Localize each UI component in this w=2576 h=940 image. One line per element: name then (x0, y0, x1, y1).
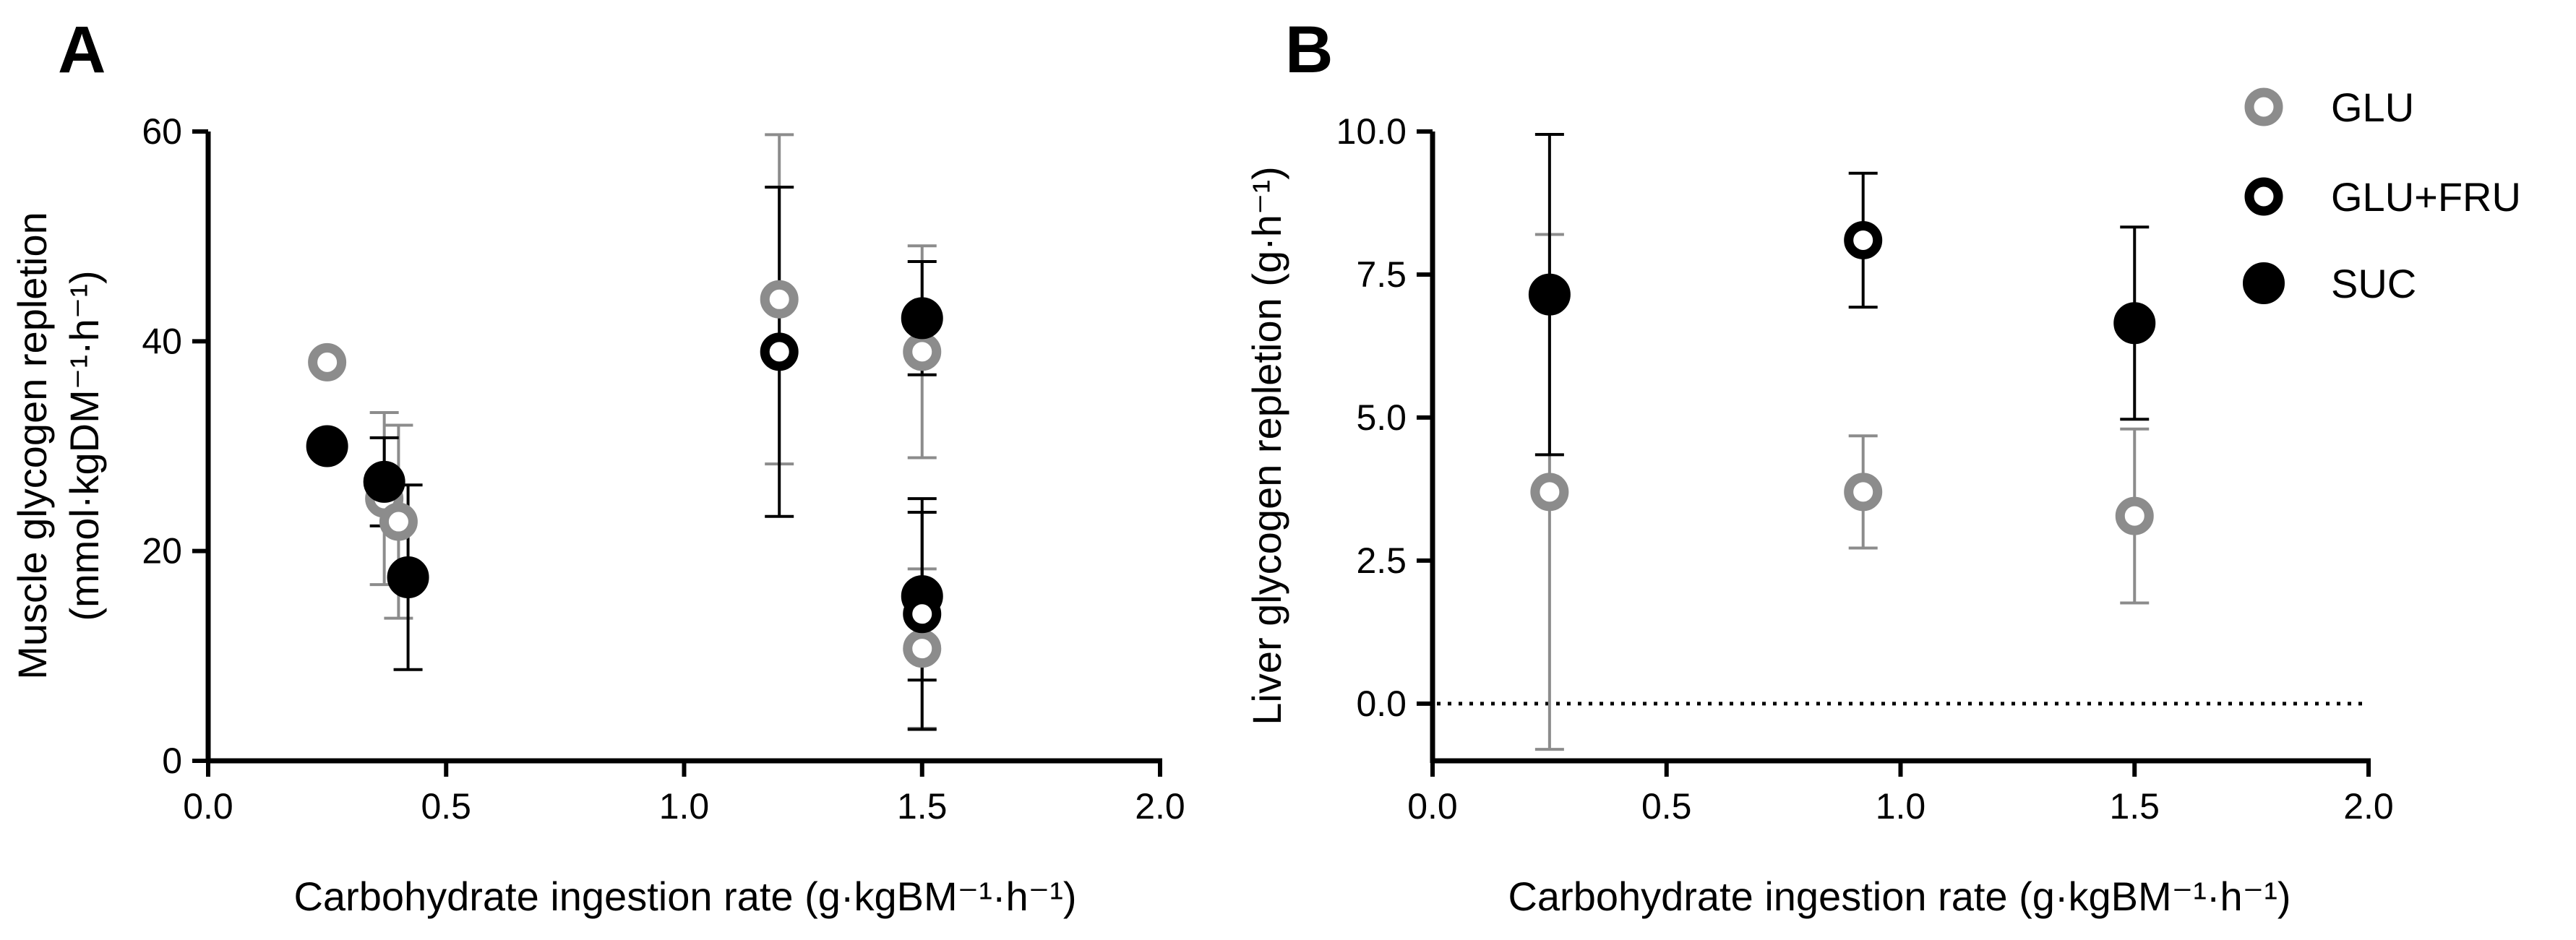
panel-a-point-suc (901, 297, 943, 340)
legend-label-suc: SUC (2331, 261, 2416, 306)
panel-a-point-suc (306, 425, 348, 467)
panel-a-point-glu-fru (903, 595, 942, 634)
panel-a: A 0.0 0.5 1.0 1.5 2.0 0 20 40 60 Carbohydrate in… (9, 13, 1185, 919)
panel-b-axes (1430, 131, 2371, 764)
panel-a-x-tick-label: 1.0 (659, 786, 710, 827)
panel-a-point-suc (363, 460, 405, 503)
panel-a-y-axis-title-line2: (mmol·kgDM⁻¹·h⁻¹) (61, 270, 107, 621)
panel-b-point-glu-fru (1844, 220, 1883, 259)
panel-a-ticks: 0.0 0.5 1.0 1.5 2.0 0 20 40 60 (142, 111, 1185, 827)
panel-b-x-tick-label: 2.0 (2343, 786, 2394, 827)
panel-b-x-axis-title: Carbohydrate ingestion rate (g·kgBM⁻¹·h⁻… (1508, 874, 2291, 919)
panel-a-axes (205, 131, 1162, 764)
panel-b-error-bars (1534, 132, 2150, 751)
panel-b-point-glu (1844, 473, 1883, 512)
legend-marker-suc (2243, 262, 2285, 304)
panel-b-x-tick-label: 1.0 (1876, 786, 1926, 827)
panel-b-y-tick-label: 10.0 (1336, 111, 1407, 152)
panel-a-x-tick-label: 2.0 (1135, 786, 1185, 827)
panel-a-x-tick-label: 0.5 (421, 786, 471, 827)
legend-marker-glu (2244, 87, 2283, 126)
panel-a-x-tick-label: 1.5 (897, 786, 948, 827)
panel-a-error-bars (369, 133, 937, 731)
panel-b-x-tick-label: 1.5 (2109, 786, 2160, 827)
panel-a-y-tick-label: 40 (142, 321, 182, 361)
legend-label-glu: GLU (2331, 85, 2414, 130)
panel-a-x-tick-label: 0.0 (183, 786, 233, 827)
panel-b-y-tick-label: 0.0 (1356, 684, 1407, 724)
panel-a-y-tick-label: 20 (142, 531, 182, 572)
panel-a-point-glu (903, 332, 942, 371)
panel-b-y-tick-label: 2.5 (1356, 540, 1407, 581)
panel-b-points (1528, 220, 2156, 535)
panel-a-point-glu (308, 342, 347, 381)
legend: GLU GLU+FRU SUC (2243, 85, 2521, 306)
panel-a-points (306, 280, 943, 668)
panel-a-x-axis-title: Carbohydrate ingestion rate (g·kgBM⁻¹·h⁻… (293, 874, 1076, 919)
panel-b: B 0.0 0.5 1.0 1.5 2.0 0.0 2.5 5.0 7.5 10.0 Carboh… (1244, 13, 2394, 919)
panel-b-letter: B (1285, 13, 1333, 87)
panel-b-point-glu (1530, 473, 1569, 512)
panel-a-point-glu-fru (760, 332, 799, 371)
panel-a-y-tick-label: 0 (162, 741, 182, 781)
panel-a-point-glu (760, 280, 799, 319)
panel-a-letter: A (58, 13, 106, 87)
panel-b-ticks: 0.0 0.5 1.0 1.5 2.0 0.0 2.5 5.0 7.5 10.0 (1336, 111, 2394, 827)
panel-b-point-glu (2115, 496, 2154, 535)
panel-b-x-tick-label: 0.0 (1407, 786, 1458, 827)
panel-a-point-suc (387, 556, 429, 598)
panel-a-y-tick-label: 60 (142, 111, 182, 152)
panel-b-x-tick-label: 0.5 (1641, 786, 1692, 827)
panel-a-y-axis-title-line1: Muscle glycogen repletion (9, 212, 55, 679)
panel-b-y-tick-label: 7.5 (1356, 254, 1407, 295)
panel-b-point-suc (2113, 302, 2156, 345)
legend-marker-glu-fru (2244, 177, 2283, 216)
panel-b-point-suc (1528, 273, 1571, 316)
panel-a-point-glu (903, 629, 942, 668)
panel-a-point-glu (379, 502, 418, 541)
panel-b-y-tick-label: 5.0 (1356, 397, 1407, 438)
panel-b-y-axis-title: Liver glycogen repletion (g·h⁻¹) (1244, 166, 1289, 725)
legend-label-glu-fru: GLU+FRU (2331, 174, 2521, 220)
